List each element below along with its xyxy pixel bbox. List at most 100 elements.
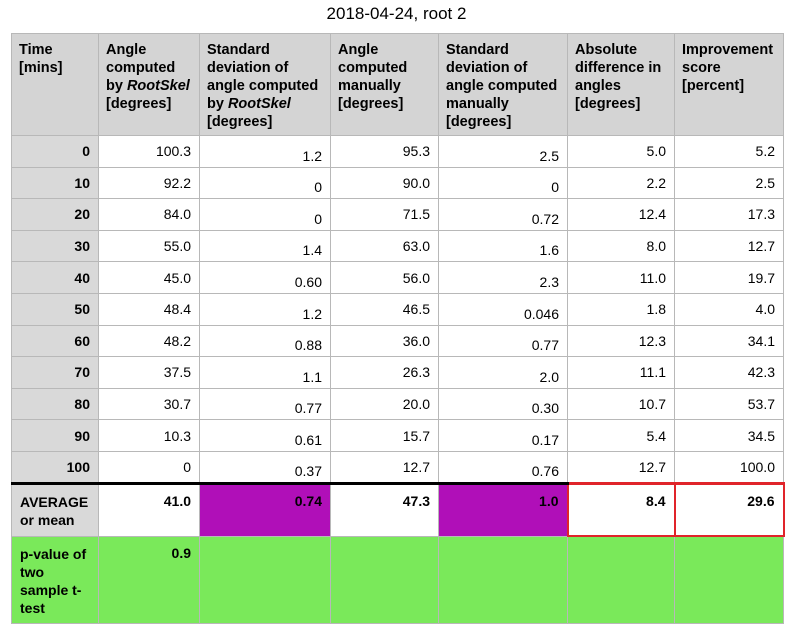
cell-angle-rootskel[interactable]: 45.0 — [98, 261, 200, 294]
cell-sd-rootskel[interactable]: 1.4 — [199, 229, 331, 263]
cell-angle-rootskel[interactable]: 100.3 — [98, 135, 200, 168]
cell-improvement[interactable]: 5.2 — [674, 135, 784, 168]
table-row: 0 100.3 1.2 95.3 2.5 5.0 5.2 — [11, 135, 784, 168]
cell-sd-manual[interactable]: 2.0 — [438, 356, 568, 389]
cell-angle-manual[interactable]: 90.0 — [330, 166, 439, 200]
cell-improvement[interactable]: 17.3 — [674, 198, 784, 231]
cell-angle-rootskel[interactable]: 84.0 — [98, 198, 200, 231]
cell-abs-diff[interactable]: 10.7 — [567, 387, 675, 421]
cell-abs-diff[interactable]: 11.1 — [567, 356, 675, 389]
row-time[interactable]: 50 — [11, 292, 99, 326]
row-time[interactable]: 80 — [11, 387, 99, 421]
cell-sd-manual[interactable]: 0.30 — [438, 387, 568, 421]
cell-angle-rootskel[interactable]: 10.3 — [98, 419, 200, 452]
cell-angle-rootskel[interactable]: 55.0 — [98, 229, 200, 263]
header-sd-rootskel[interactable]: Standard deviation of angle computed by … — [199, 33, 331, 136]
cell-angle-rootskel[interactable]: 48.4 — [98, 292, 200, 326]
cell-angle-manual[interactable]: 95.3 — [330, 135, 439, 168]
header-angle-rootskel[interactable]: Angle computed by RootSkel [degrees] — [98, 33, 200, 136]
cell-angle-manual[interactable]: 20.0 — [330, 387, 439, 421]
cell-angle-rootskel[interactable]: 37.5 — [98, 356, 200, 389]
cell-angle-manual[interactable]: 36.0 — [330, 324, 439, 358]
cell-angle-manual[interactable]: 12.7 — [330, 450, 439, 484]
row-time[interactable]: 30 — [11, 229, 99, 263]
cell-improvement[interactable]: 34.5 — [674, 419, 784, 452]
cell-sd-rootskel[interactable]: 0.88 — [199, 324, 331, 358]
cell-sd-rootskel[interactable]: 0 — [199, 166, 331, 200]
header-time[interactable]: Time [mins] — [11, 33, 99, 136]
table-row: 90 10.3 0.61 15.7 0.17 5.4 34.5 — [11, 419, 784, 452]
cell-sd-rootskel[interactable]: 1.2 — [199, 135, 331, 168]
cell-angle-manual[interactable]: 63.0 — [330, 229, 439, 263]
header-improvement[interactable]: Improvement score [percent] — [674, 33, 784, 136]
average-sd-rootskel[interactable]: 0.74 — [199, 481, 331, 537]
cell-sd-rootskel[interactable]: 0 — [199, 198, 331, 231]
cell-abs-diff[interactable]: 8.0 — [567, 229, 675, 263]
cell-sd-manual[interactable]: 1.6 — [438, 229, 568, 263]
cell-sd-manual[interactable]: 0.76 — [438, 450, 568, 484]
cell-angle-rootskel[interactable]: 30.7 — [98, 387, 200, 421]
cell-angle-manual[interactable]: 26.3 — [330, 356, 439, 389]
row-time[interactable]: 40 — [11, 261, 99, 294]
cell-abs-diff[interactable]: 11.0 — [567, 261, 675, 294]
row-time[interactable]: 100 — [11, 450, 99, 484]
cell-angle-rootskel[interactable]: 92.2 — [98, 166, 200, 200]
cell-improvement[interactable]: 100.0 — [674, 450, 784, 484]
cell-abs-diff[interactable]: 12.7 — [567, 450, 675, 484]
average-label[interactable]: AVERAGE or mean — [11, 481, 99, 537]
average-improvement[interactable]: 29.6 — [673, 481, 785, 538]
cell-sd-rootskel[interactable]: 1.1 — [199, 356, 331, 389]
cell-improvement[interactable]: 4.0 — [674, 292, 784, 326]
cell-sd-rootskel[interactable]: 1.2 — [199, 292, 331, 326]
cell-angle-rootskel[interactable]: 0 — [98, 450, 200, 484]
average-sd-manual[interactable]: 1.0 — [438, 481, 568, 537]
pvalue-empty-cell[interactable] — [674, 535, 784, 624]
pvalue-value[interactable]: 0.9 — [98, 535, 200, 624]
pvalue-empty-cell[interactable] — [199, 535, 331, 624]
pvalue-empty-cell[interactable] — [438, 535, 568, 624]
cell-improvement[interactable]: 12.7 — [674, 229, 784, 263]
cell-angle-manual[interactable]: 46.5 — [330, 292, 439, 326]
cell-angle-manual[interactable]: 15.7 — [330, 419, 439, 452]
row-time[interactable]: 70 — [11, 356, 99, 389]
average-angle-rootskel[interactable]: 41.0 — [98, 481, 200, 537]
header-angle-manual[interactable]: Angle computed manually [degrees] — [330, 33, 439, 136]
average-angle-manual[interactable]: 47.3 — [330, 481, 439, 537]
header-abs-diff[interactable]: Absolute difference in angles [degrees] — [567, 33, 675, 136]
cell-improvement[interactable]: 34.1 — [674, 324, 784, 358]
cell-abs-diff[interactable]: 5.0 — [567, 135, 675, 168]
row-time[interactable]: 90 — [11, 419, 99, 452]
cell-improvement[interactable]: 42.3 — [674, 356, 784, 389]
cell-abs-diff[interactable]: 12.3 — [567, 324, 675, 358]
cell-sd-rootskel[interactable]: 0.60 — [199, 261, 331, 294]
cell-abs-diff[interactable]: 1.8 — [567, 292, 675, 326]
cell-sd-manual[interactable]: 0.17 — [438, 419, 568, 452]
cell-sd-manual[interactable]: 2.3 — [438, 261, 568, 294]
row-time[interactable]: 10 — [11, 166, 99, 200]
average-abs-diff[interactable]: 8.4 — [566, 481, 676, 538]
row-time[interactable]: 20 — [11, 198, 99, 231]
cell-sd-manual[interactable]: 0 — [438, 166, 568, 200]
cell-sd-manual[interactable]: 0.72 — [438, 198, 568, 231]
cell-abs-diff[interactable]: 2.2 — [567, 166, 675, 200]
cell-improvement[interactable]: 53.7 — [674, 387, 784, 421]
row-time[interactable]: 0 — [11, 135, 99, 168]
cell-sd-rootskel[interactable]: 0.37 — [199, 450, 331, 484]
header-sd-manual[interactable]: Standard deviation of angle computed man… — [438, 33, 568, 136]
cell-angle-rootskel[interactable]: 48.2 — [98, 324, 200, 358]
cell-abs-diff[interactable]: 12.4 — [567, 198, 675, 231]
cell-sd-rootskel[interactable]: 0.61 — [199, 419, 331, 452]
cell-sd-manual[interactable]: 2.5 — [438, 135, 568, 168]
cell-sd-manual[interactable]: 0.77 — [438, 324, 568, 358]
cell-sd-manual[interactable]: 0.046 — [438, 292, 568, 326]
cell-sd-rootskel[interactable]: 0.77 — [199, 387, 331, 421]
cell-angle-manual[interactable]: 71.5 — [330, 198, 439, 231]
cell-improvement[interactable]: 19.7 — [674, 261, 784, 294]
row-time[interactable]: 60 — [11, 324, 99, 358]
pvalue-empty-cell[interactable] — [330, 535, 439, 624]
pvalue-empty-cell[interactable] — [567, 535, 675, 624]
cell-improvement[interactable]: 2.5 — [674, 166, 784, 200]
pvalue-label[interactable]: p-value of two sample t-test — [11, 535, 99, 624]
cell-abs-diff[interactable]: 5.4 — [567, 419, 675, 452]
cell-angle-manual[interactable]: 56.0 — [330, 261, 439, 294]
